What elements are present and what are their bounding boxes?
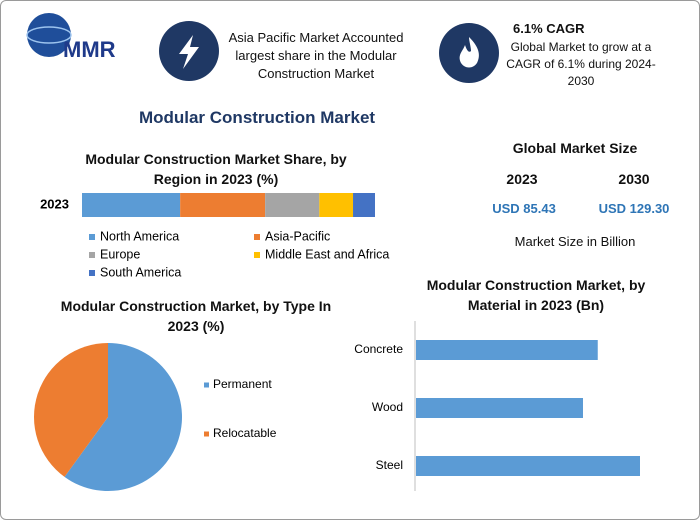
bar — [416, 340, 598, 360]
info-text: Global Market to grow at a CAGR of 6.1% … — [506, 40, 656, 88]
bolt-icon — [179, 35, 199, 69]
logo-text: MMR — [63, 37, 116, 62]
size-title: Global Market Size — [512, 140, 638, 156]
bar-segment — [180, 193, 266, 217]
legend-marker — [89, 252, 95, 258]
category-label: 2023 — [40, 196, 69, 211]
legend-label: Middle East and Africa — [265, 247, 389, 261]
legend-label: North America — [100, 229, 179, 243]
info-title: 6.1% CAGR — [513, 21, 585, 36]
info-text: Asia Pacific Market Accounted largest sh… — [228, 30, 404, 81]
bar-segment — [319, 193, 354, 217]
size-value: USD 85.43 — [492, 201, 556, 216]
flame-icon — [459, 37, 479, 68]
legend-label: Europe — [100, 247, 140, 261]
legend-marker — [254, 252, 260, 258]
size-note: Market Size in Billion — [514, 234, 636, 249]
logo-globe — [27, 13, 71, 57]
chart-title: Modular Construction Market, by Material… — [426, 277, 646, 313]
bar — [416, 398, 583, 418]
category-label: Wood — [372, 400, 403, 414]
legend-marker — [204, 431, 209, 437]
chart-title: Modular Construction Market, by Type In … — [60, 298, 332, 334]
legend-label: Relocatable — [213, 426, 277, 440]
year: 2030 — [618, 171, 650, 187]
logo-orbit — [26, 26, 72, 44]
bar-segment — [82, 193, 181, 217]
bar — [416, 456, 640, 476]
legend-marker — [89, 270, 95, 276]
category-label: Steel — [376, 458, 403, 472]
bar-segment — [353, 193, 375, 217]
pie-slice — [33, 343, 108, 477]
bar-segment — [265, 193, 320, 217]
year: 2023 — [506, 171, 538, 187]
pie-slice — [64, 343, 182, 491]
main-title: Modular Construction Market — [138, 108, 376, 127]
legend-marker — [204, 382, 209, 388]
chart-title: Modular Construction Market Share, by Re… — [85, 151, 347, 187]
legend-marker — [89, 234, 95, 240]
category-label: Concrete — [354, 342, 403, 356]
legend-label: South America — [100, 265, 181, 279]
size-value: USD 129.30 — [598, 201, 670, 216]
legend-label: Asia-Pacific — [265, 229, 330, 243]
legend-marker — [254, 234, 260, 240]
legend-label: Permanent — [213, 377, 272, 391]
